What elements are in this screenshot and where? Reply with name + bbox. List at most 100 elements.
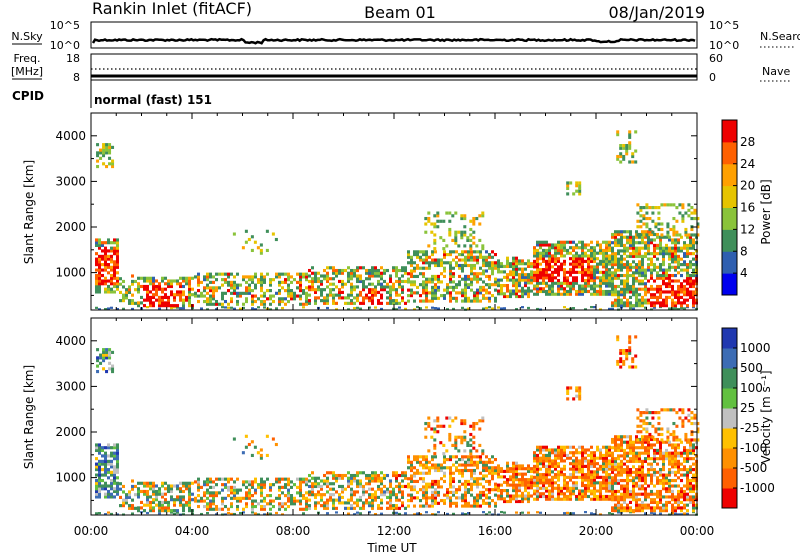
velocity-cell xyxy=(335,490,338,494)
power-cell xyxy=(578,289,581,294)
power-cell xyxy=(641,298,644,302)
velocity-cell xyxy=(143,481,146,485)
velocity-cell xyxy=(257,483,260,487)
velocity-cell xyxy=(548,478,551,482)
power-cell xyxy=(111,162,115,166)
velocity-cell xyxy=(108,350,112,354)
velocity-cell xyxy=(314,495,317,499)
power-cell xyxy=(632,260,635,264)
power-cell xyxy=(227,280,230,284)
power-cell xyxy=(581,276,584,280)
velocity-cell xyxy=(146,500,149,504)
power-cell xyxy=(104,276,107,280)
velocity-cell xyxy=(146,503,149,507)
power-cell xyxy=(416,274,419,279)
power-cell xyxy=(551,284,554,288)
power-cell xyxy=(590,292,593,296)
power-cell xyxy=(650,260,653,264)
power-cell xyxy=(425,296,428,300)
velocity-cell xyxy=(611,478,614,483)
velocity-cell xyxy=(425,511,428,514)
power-cell xyxy=(638,246,641,250)
power-cell xyxy=(628,133,632,137)
velocity-cell xyxy=(395,504,398,508)
velocity-cell xyxy=(563,497,566,501)
velocity-cell xyxy=(439,441,443,445)
power-cell xyxy=(254,283,257,287)
power-cell xyxy=(293,278,296,282)
power-cell xyxy=(626,265,629,269)
power-cell xyxy=(608,259,611,263)
power-cell xyxy=(338,279,341,284)
power-cell xyxy=(434,250,437,254)
velocity-cell xyxy=(105,369,109,374)
power-cell xyxy=(536,265,539,269)
power-cell xyxy=(575,281,578,285)
velocity-cell xyxy=(105,356,109,360)
power-cell xyxy=(569,292,572,296)
power-cell xyxy=(536,248,539,253)
power-cell xyxy=(632,276,635,280)
power-cell xyxy=(647,290,650,294)
velocity-cell xyxy=(212,502,215,506)
power-cell xyxy=(515,273,518,277)
power-cell xyxy=(200,307,203,310)
power-cell xyxy=(680,273,683,278)
velocity-cell xyxy=(463,421,467,426)
velocity-cell xyxy=(302,496,305,500)
power-cell xyxy=(253,240,257,244)
velocity-cell xyxy=(140,506,143,510)
velocity-cell xyxy=(616,338,620,342)
velocity-cell xyxy=(167,506,170,510)
velocity-cell xyxy=(275,496,278,500)
velocity-cell xyxy=(116,476,119,480)
velocity-cell xyxy=(377,484,380,489)
velocity-cell xyxy=(596,475,599,479)
velocity-cell xyxy=(686,492,689,496)
velocity-cell xyxy=(677,465,680,469)
velocity-cell xyxy=(308,498,311,502)
power-cell xyxy=(593,306,596,309)
power-cell xyxy=(566,248,569,253)
power-cell xyxy=(668,254,671,258)
power-cell xyxy=(614,268,617,272)
velocity-cell xyxy=(614,435,617,439)
power-cell xyxy=(271,232,275,236)
power-cell xyxy=(662,268,665,272)
velocity-cell xyxy=(425,471,428,475)
power-cell xyxy=(485,250,488,254)
power-cell xyxy=(690,227,694,232)
power-cell xyxy=(617,295,620,299)
power-cell xyxy=(113,249,116,253)
power-cell xyxy=(371,268,374,273)
velocity-cell xyxy=(683,506,686,510)
power-cell xyxy=(467,285,470,289)
velocity-cell xyxy=(119,482,122,486)
power-cell xyxy=(431,274,434,279)
velocity-cell xyxy=(659,448,662,453)
velocity-cell xyxy=(614,448,617,453)
velocity-cell xyxy=(692,487,695,491)
power-cell xyxy=(683,287,686,291)
power-cell xyxy=(539,246,542,250)
velocity-cell xyxy=(632,495,635,499)
power-colorbar-tick-label: 28 xyxy=(740,135,755,149)
power-cell xyxy=(635,304,638,308)
power-cell xyxy=(656,232,659,237)
velocity-cell xyxy=(314,493,317,497)
power-cell xyxy=(539,287,542,291)
power-cell xyxy=(362,301,365,305)
velocity-cell xyxy=(581,497,584,501)
power-cell xyxy=(602,289,605,294)
velocity-cell xyxy=(269,488,272,492)
power-cell xyxy=(506,289,509,293)
velocity-cell xyxy=(605,470,608,474)
power-cell xyxy=(428,255,431,259)
power-cell xyxy=(278,280,281,284)
power-cell xyxy=(469,219,473,223)
velocity-cell xyxy=(500,483,503,487)
velocity-cell xyxy=(350,482,353,486)
velocity-cell xyxy=(251,499,254,503)
velocity-cell xyxy=(611,454,614,458)
velocity-cell xyxy=(146,498,149,502)
